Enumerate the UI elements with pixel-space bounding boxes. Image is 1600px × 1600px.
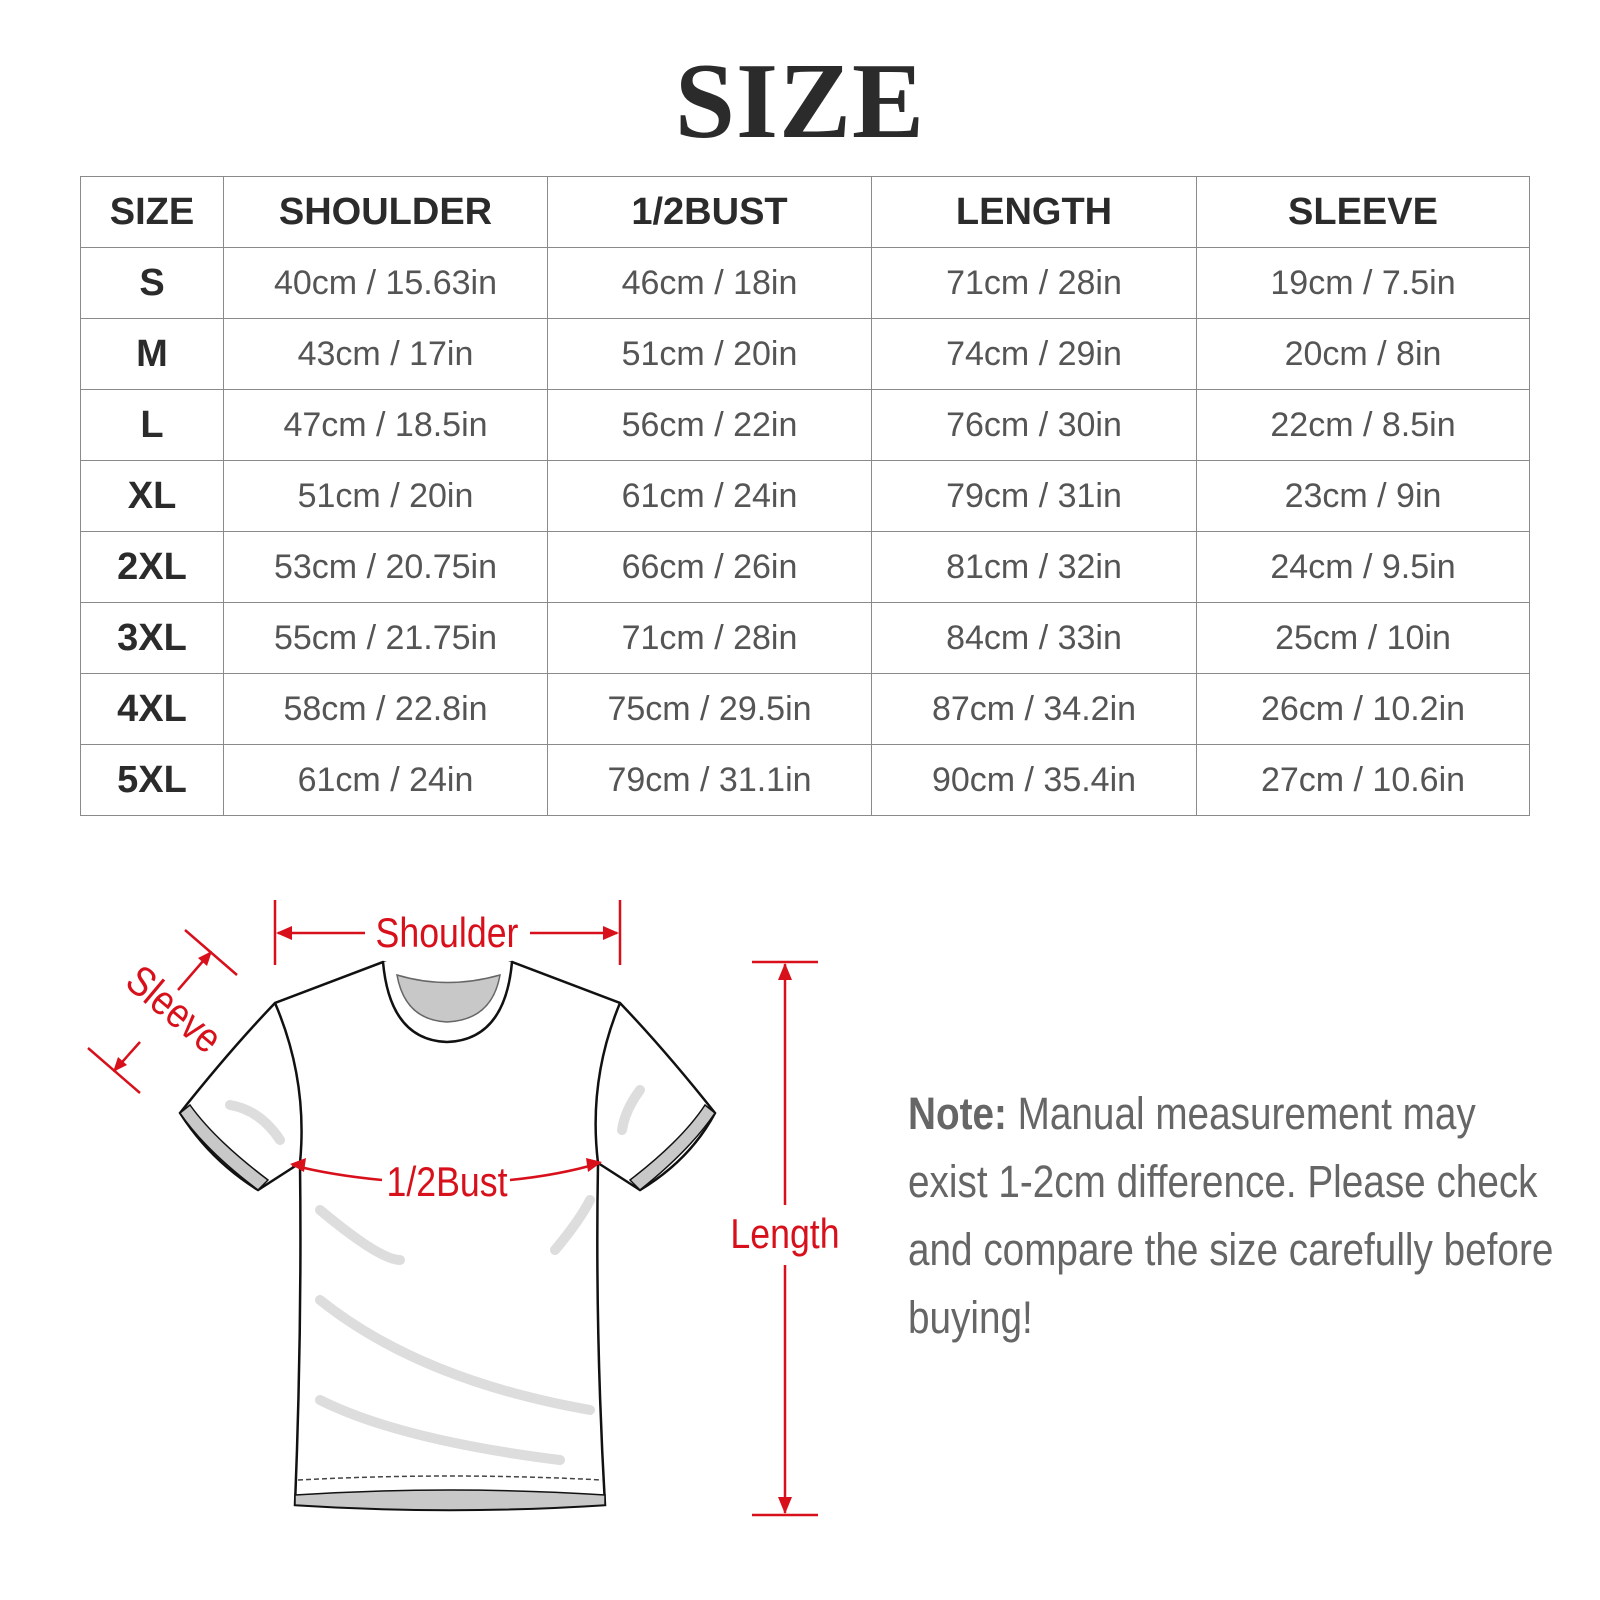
- measurement-cell: 43cm / 17in: [223, 318, 548, 390]
- measurement-cell: 61cm / 24in: [223, 744, 548, 816]
- tshirt-folds: [225, 1085, 645, 1465]
- measurement-cell: 75cm / 29.5in: [547, 673, 872, 745]
- measurement-arrows: [87, 900, 818, 1517]
- measurement-cell: 90cm / 35.4in: [871, 744, 1197, 816]
- table-row: XL 51cm / 20in 61cm / 24in 79cm / 31in 23cm …: [80, 460, 1530, 532]
- measurement-cell: 20cm / 8in: [1196, 318, 1530, 390]
- table-row: 4XL 58cm / 22.8in 75cm / 29.5in 87cm / 34.2…: [80, 673, 1530, 745]
- measurement-cell: 71cm / 28in: [547, 602, 872, 674]
- size-cell: 3XL: [80, 602, 224, 674]
- shoulder-label: Shoulder: [376, 910, 519, 956]
- sleeve-label: Sleeve: [117, 957, 230, 1063]
- tshirt-outline: [178, 960, 717, 1512]
- measurement-cell: 76cm / 30in: [871, 389, 1197, 461]
- header-sleeve: SLEEVE: [1196, 176, 1530, 248]
- measurement-cell: 71cm / 28in: [871, 247, 1197, 319]
- table-row: L 47cm / 18.5in 56cm / 22in 76cm / 30in 22cm…: [80, 389, 1530, 461]
- header-size: SIZE: [80, 176, 224, 248]
- measurement-cell: 51cm / 20in: [223, 460, 548, 532]
- note-label: Note:: [908, 1088, 1007, 1139]
- page-title: SIZE: [674, 42, 926, 161]
- length-label: Length: [730, 1211, 839, 1257]
- measurement-cell: 61cm / 24in: [547, 460, 872, 532]
- header-bust: 1/2BUST: [547, 176, 872, 248]
- size-cell: 4XL: [80, 673, 224, 745]
- size-cell: M: [80, 318, 224, 390]
- measurement-cell: 56cm / 22in: [547, 389, 872, 461]
- measurement-cell: 23cm / 9in: [1196, 460, 1530, 532]
- measurement-note: Note: Manual measurement may exist 1-2cm…: [908, 1080, 1562, 1352]
- size-cell: S: [80, 247, 224, 319]
- note-text: Manual measurement may exist 1-2cm diffe…: [908, 1088, 1554, 1343]
- measurement-cell: 79cm / 31.1in: [547, 744, 872, 816]
- table-row: 2XL 53cm / 20.75in 66cm / 26in 81cm / 32in 2…: [80, 531, 1530, 603]
- measurement-cell: 40cm / 15.63in: [223, 247, 548, 319]
- measurement-cell: 74cm / 29in: [871, 318, 1197, 390]
- table-row: 3XL 55cm / 21.75in 71cm / 28in 84cm / 33in 2…: [80, 602, 1530, 674]
- measurement-cell: 26cm / 10.2in: [1196, 673, 1530, 745]
- measurement-cell: 27cm / 10.6in: [1196, 744, 1530, 816]
- measurement-cell: 51cm / 20in: [547, 318, 872, 390]
- table-header-row: SIZE SHOULDER 1/2BUST LENGTH SLEEVE: [80, 176, 1530, 248]
- measurement-cell: 84cm / 33in: [871, 602, 1197, 674]
- measurement-cell: 58cm / 22.8in: [223, 673, 548, 745]
- measurement-cell: 22cm / 8.5in: [1196, 389, 1530, 461]
- table-row: M 43cm / 17in 51cm / 20in 74cm / 29in 20cm /…: [80, 318, 1530, 390]
- measurement-cell: 53cm / 20.75in: [223, 531, 548, 603]
- measurement-cell: 66cm / 26in: [547, 531, 872, 603]
- measurement-cell: 46cm / 18in: [547, 247, 872, 319]
- measurement-cell: 24cm / 9.5in: [1196, 531, 1530, 603]
- size-cell: 5XL: [80, 744, 224, 816]
- measurement-cell: 55cm / 21.75in: [223, 602, 548, 674]
- size-cell: L: [80, 389, 224, 461]
- table-row: 5XL 61cm / 24in 79cm / 31.1in 90cm / 35.4in…: [80, 744, 1530, 816]
- size-cell: XL: [80, 460, 224, 532]
- bust-label: 1/2Bust: [386, 1159, 507, 1205]
- table-row: S 40cm / 15.63in 46cm / 18in 71cm / 28in 19c…: [80, 247, 1530, 319]
- measurement-cell: 25cm / 10in: [1196, 602, 1530, 674]
- measurement-cell: 81cm / 32in: [871, 531, 1197, 603]
- measurement-cell: 19cm / 7.5in: [1196, 247, 1530, 319]
- header-length: LENGTH: [871, 176, 1197, 248]
- size-table: SIZE SHOULDER 1/2BUST LENGTH SLEEVE S 40c…: [80, 176, 1530, 816]
